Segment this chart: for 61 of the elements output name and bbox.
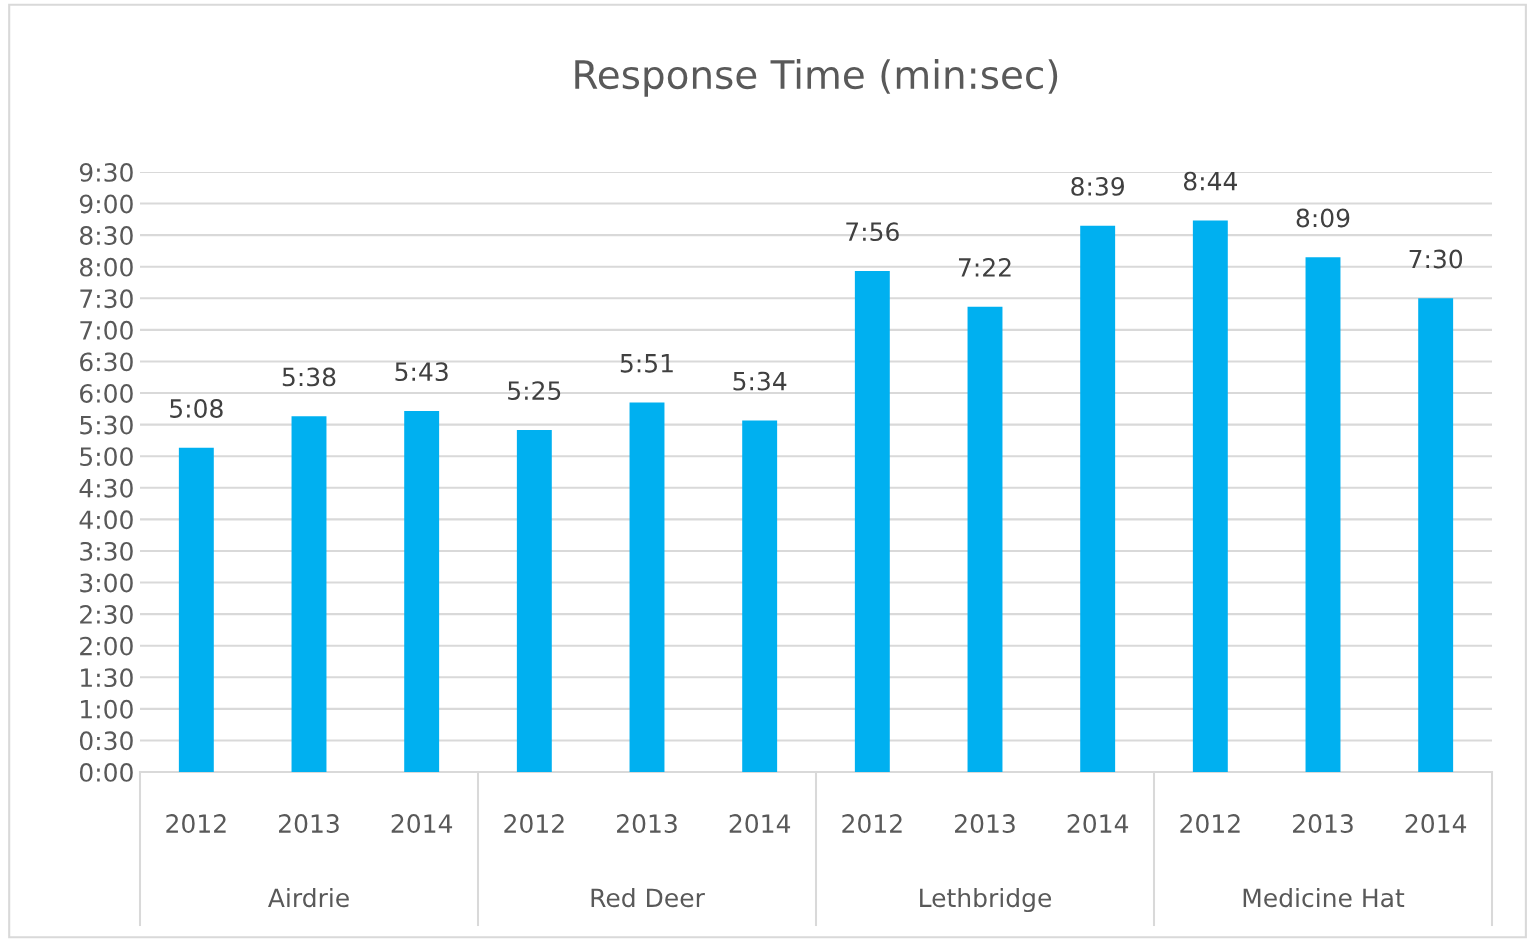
bar [967,306,1003,772]
y-tick-label: 2:00 [80,636,133,656]
x-tick-label: 2013 [955,814,1015,834]
y-tick-label: 2:30 [80,605,133,624]
bar [178,447,214,772]
bar [629,402,665,772]
text: Airdrie [268,887,349,908]
y-tick-label: 6:30 [80,352,133,372]
data-label: 8:09 [1296,208,1350,228]
data-label: 5:51 [620,354,673,373]
data-label: 5:08 [170,399,223,418]
x-tick-label: 2012 [1180,814,1240,834]
x-tick-label: 2012 [166,814,226,834]
bar [854,270,890,772]
data-label: 5:34 [733,371,787,391]
y-tick-label: 3:30 [80,541,133,561]
y-tick-label: 8:30 [80,226,133,246]
x-tick-label: 2013 [279,814,339,834]
data-label: 8:44 [1183,171,1237,191]
y-tick-label: 9:00 [79,194,133,214]
y-tick-label: 4:30 [79,478,133,498]
bar [516,429,552,772]
y-tick-label: 1:00 [81,699,133,719]
y-tick-label: 6:00 [80,384,133,403]
data-label: 7:22 [958,257,1011,277]
y-tick-label: 0:00 [79,762,133,782]
y-tick-label: 5:30 [80,415,133,435]
y-tick-label: 1:30 [81,668,133,688]
y-tick-label: 9:30 [79,162,133,182]
bar [742,420,778,772]
data-label: 5:38 [282,367,336,387]
chart-title: Response Time (min:sec) [575,59,1058,97]
x-tick-label: 2014 [729,814,791,834]
data-label: 7:56 [846,222,899,242]
x-tick-label: 2014 [1067,814,1129,834]
bar [1305,257,1341,772]
x-tick-label: 2013 [1293,814,1353,834]
x-tick-label: 2014 [391,814,453,834]
y-tick-label: 4:00 [79,510,133,530]
y-tick-label: 0:30 [79,731,133,751]
text: Red Deer [591,887,705,908]
data-label: 5:25 [508,381,561,401]
x-tick-label: 2014 [1405,814,1467,834]
y-tick-label: 8:00 [80,257,133,277]
y-tick-label: 5:00 [80,447,133,467]
data-label: 8:39 [1071,176,1124,196]
bar [291,416,327,772]
x-tick-label: 2013 [617,814,677,834]
bar [1418,298,1454,772]
data-label: 7:30 [1409,249,1463,269]
x-tick-label: 2012 [842,814,902,834]
y-tick-label: 7:00 [80,320,133,340]
bar [1080,225,1116,772]
bar [404,410,440,772]
text: Medicine Hat [1243,887,1405,908]
text: Lethbridge [920,887,1052,913]
data-label: 5:43 [395,362,448,382]
y-tick-label: 3:00 [80,573,133,593]
bar [1192,220,1228,772]
y-tick-label: 7:30 [80,289,133,309]
x-tick-label: 2012 [504,814,564,834]
